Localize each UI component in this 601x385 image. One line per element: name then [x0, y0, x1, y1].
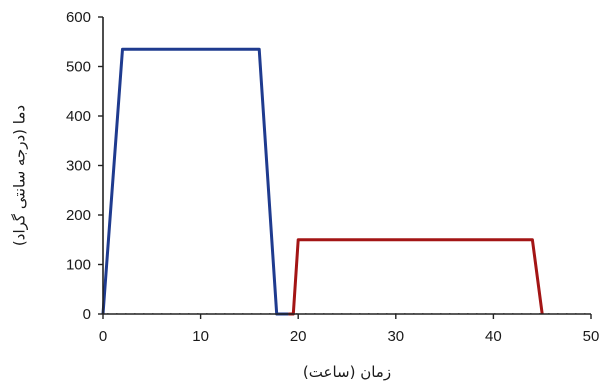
y-tick-label: 300	[66, 158, 91, 175]
x-axis-ticks: 0 10 20 30 40 50	[99, 314, 600, 345]
y-tick-label: 600	[66, 9, 91, 26]
y-tick-label: 400	[66, 108, 91, 125]
y-axis-ticks: 0 100 200 300 400 500 600	[66, 9, 103, 323]
series-line-1	[101, 47, 289, 316]
x-tick-label: 50	[583, 328, 600, 345]
x-axis-title: زمان (ساعت)	[303, 363, 391, 381]
y-tick-label: 100	[66, 257, 91, 274]
x-tick-label: 20	[290, 328, 307, 345]
y-tick-label: 200	[66, 207, 91, 224]
x-tick-label: 10	[192, 328, 209, 345]
series-line-2	[288, 238, 544, 316]
y-axis-title: دما (درجه سانتی گراد)	[11, 105, 29, 246]
x-tick-label: 30	[387, 328, 404, 345]
series-layer	[101, 47, 544, 316]
y-tick-label: 0	[83, 306, 91, 323]
y-tick-label: 500	[66, 59, 91, 76]
x-tick-label: 0	[99, 328, 107, 345]
x-tick-label: 40	[485, 328, 502, 345]
